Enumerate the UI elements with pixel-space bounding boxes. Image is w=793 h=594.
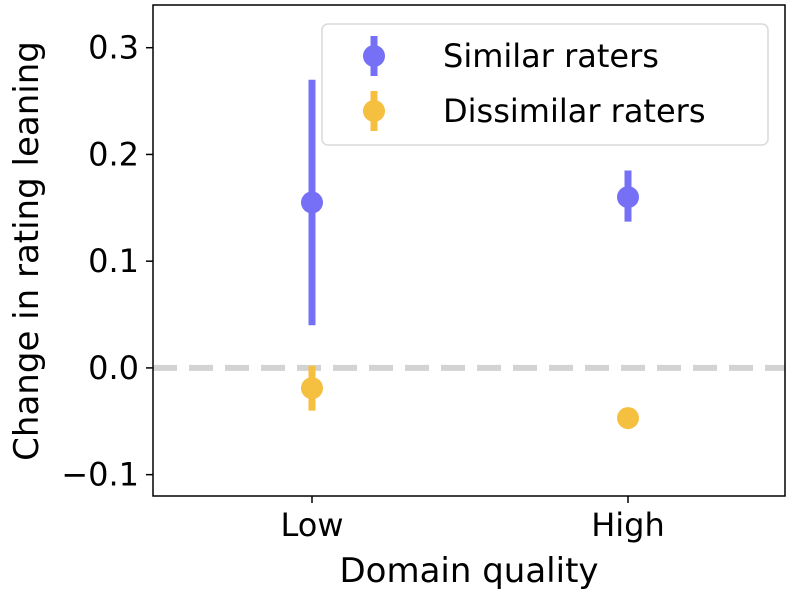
legend-similar-marker <box>363 45 385 67</box>
y-tick-label: 0.0 <box>88 349 139 387</box>
similar-point <box>301 191 323 214</box>
similar-point <box>617 186 639 209</box>
legend-dissimilar-label: Dissimilar raters <box>443 92 705 130</box>
legend-similar-label: Similar raters <box>443 37 659 75</box>
y-tick-label: 0.1 <box>88 242 139 280</box>
legend-dissimilar-marker <box>363 100 385 122</box>
legend: Similar raters Dissimilar raters <box>321 23 769 146</box>
dissimilar-point <box>301 377 323 400</box>
legend-box <box>321 23 769 146</box>
y-tick-label: −0.1 <box>61 456 139 494</box>
x-tick-label: High <box>591 506 665 544</box>
x-axis-label: Domain quality <box>339 551 598 591</box>
y-axis-label: Change in rating leaning <box>7 41 47 461</box>
plot-frame <box>152 4 786 497</box>
x-tick-label: Low <box>280 506 343 544</box>
y-tick-label: 0.2 <box>88 135 139 173</box>
ticks-layer: −0.1 0.0 0.1 0.2 0.3 Low High <box>61 29 664 544</box>
dissimilar-point <box>617 407 639 430</box>
y-tick-label: 0.3 <box>88 29 139 67</box>
marks-layer <box>301 79 639 430</box>
